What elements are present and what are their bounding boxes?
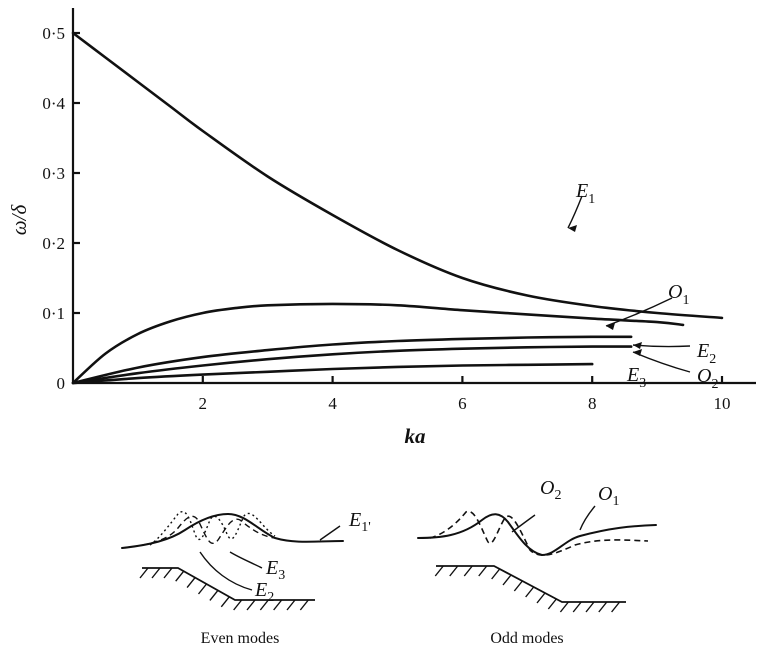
- even-label-e3: E3: [265, 557, 285, 583]
- leader-e2: [632, 344, 691, 348]
- hatch-mark: [286, 599, 296, 611]
- hatch-mark: [209, 589, 219, 601]
- even-e1-pointer: [319, 525, 341, 541]
- label-e1: E1: [575, 180, 595, 207]
- odd-mode-o1-wave: [417, 513, 657, 557]
- leader-o2: [632, 351, 691, 373]
- hatch-mark: [449, 565, 459, 577]
- y-tick-label: 0·1: [42, 304, 65, 323]
- x-ticks: 2 4 6 8 10: [199, 376, 731, 413]
- arrowhead-e1: [568, 225, 577, 232]
- label-e3: E3: [626, 364, 646, 391]
- hatch-mark: [525, 586, 535, 598]
- hatch-mark: [175, 570, 185, 582]
- label-o2: O2: [697, 365, 718, 392]
- x-tick-label: 10: [714, 394, 731, 413]
- hatch-mark: [502, 574, 512, 586]
- y-tick-label: 0: [57, 374, 66, 393]
- y-tick-label: 0·4: [42, 94, 65, 113]
- hatch-mark: [246, 599, 256, 611]
- hatch-mark: [559, 601, 569, 613]
- hatch-mark: [139, 567, 149, 579]
- hatch-mark: [572, 601, 582, 613]
- odd-o1-pointer: [579, 505, 596, 531]
- even-e3-pointer: [229, 551, 263, 569]
- x-tick-label: 6: [458, 394, 467, 413]
- hatch-mark: [259, 599, 269, 611]
- hatch-mark: [611, 601, 621, 613]
- odd-topography-hatching: [434, 565, 621, 613]
- odd-o2-pointer: [511, 514, 536, 533]
- even-modes-sketch: E1' E3 E2 Even modes: [121, 509, 371, 647]
- hatch-mark: [478, 565, 488, 577]
- curve-o2: [71, 345, 633, 385]
- x-axis-title: ka: [405, 424, 426, 448]
- leader-o1: [605, 297, 673, 327]
- hatch-mark: [151, 567, 161, 579]
- label-o1: O1: [668, 281, 689, 308]
- hatch-mark: [513, 580, 523, 592]
- hatch-mark: [273, 599, 283, 611]
- even-label-e1: E1': [348, 509, 371, 535]
- even-mode-e3-wave: [149, 511, 276, 546]
- y-tick-label: 0·3: [42, 164, 65, 183]
- hatch-mark: [299, 599, 309, 611]
- odd-topography: [436, 565, 626, 603]
- odd-mode-o2-wave: [429, 510, 649, 556]
- hatch-mark: [220, 596, 230, 608]
- arrowhead-o1: [606, 323, 615, 330]
- hatch-mark: [463, 565, 473, 577]
- odd-label-o1: O1: [598, 483, 619, 509]
- odd-modes-caption: Odd modes: [490, 630, 563, 647]
- hatch-mark: [197, 583, 208, 595]
- even-topography-hatching: [139, 567, 309, 611]
- even-e2-pointer: [199, 551, 253, 591]
- hatch-mark: [434, 565, 444, 577]
- hatch-mark: [233, 599, 243, 611]
- hatch-mark: [547, 598, 557, 610]
- y-tick-label: 0·2: [42, 234, 65, 253]
- even-mode-e1-wave: [121, 512, 344, 549]
- y-tick-label: 0·5: [42, 24, 65, 43]
- even-label-e2: E2: [254, 579, 274, 605]
- arrowhead-o2: [633, 349, 642, 356]
- hatch-mark: [536, 592, 546, 604]
- hatch-mark: [598, 601, 608, 613]
- curve-e1: [71, 31, 724, 320]
- arrowhead-e2: [633, 342, 642, 349]
- hatch-mark: [491, 568, 501, 580]
- x-tick-label: 4: [328, 394, 337, 413]
- curve-o1: [71, 302, 685, 385]
- even-modes-caption: Even modes: [201, 630, 280, 647]
- curve-e3: [71, 362, 594, 385]
- leader-e1: [567, 195, 583, 229]
- odd-label-o2: O2: [540, 477, 561, 503]
- hatch-mark: [585, 601, 595, 613]
- label-e2: E2: [696, 340, 716, 367]
- curve-e2: [71, 335, 633, 385]
- hatch-mark: [186, 577, 196, 589]
- odd-modes-sketch: O2 O1 Odd modes: [417, 477, 657, 647]
- x-tick-label: 2: [199, 394, 208, 413]
- x-tick-label: 8: [588, 394, 597, 413]
- curves: [71, 31, 724, 385]
- y-ticks: 0 0·1 0·2 0·3 0·4 0·5: [42, 24, 80, 393]
- hatch-mark: [163, 567, 173, 579]
- y-axis-title: ω/δ: [7, 204, 31, 236]
